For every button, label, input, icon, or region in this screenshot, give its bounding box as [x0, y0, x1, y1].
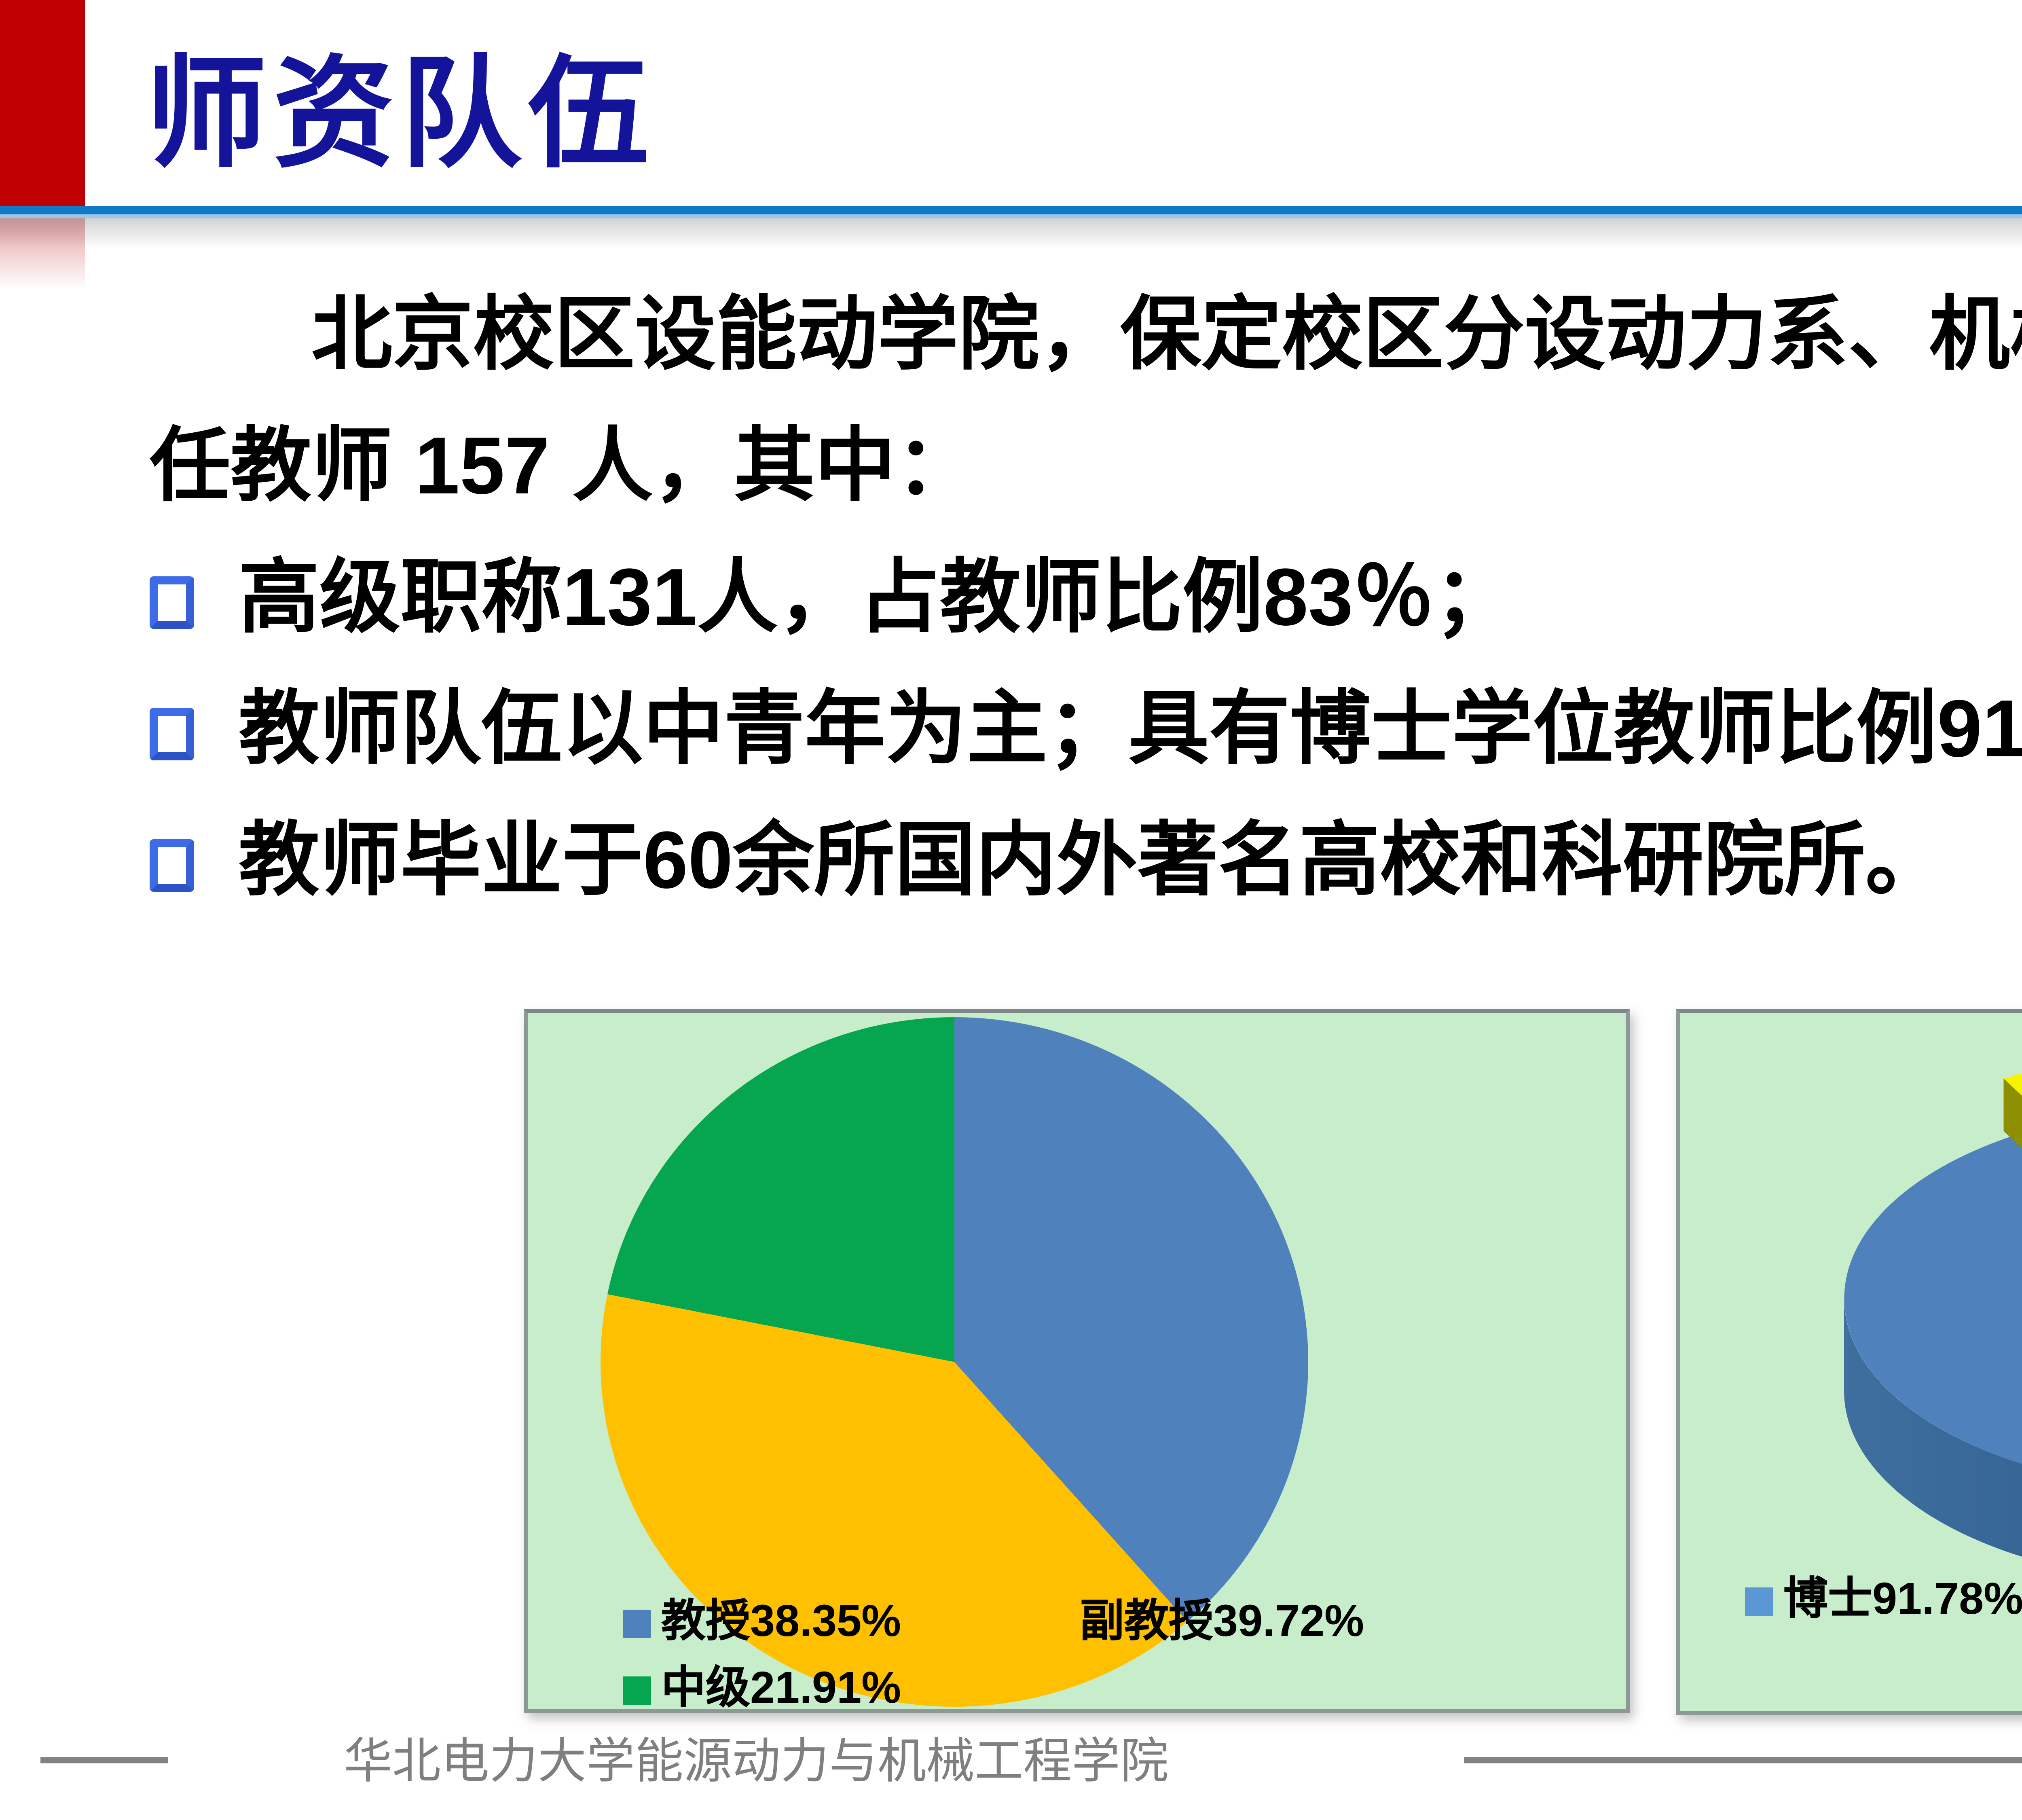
legend-item-intermediate: 中级21.91% — [623, 1652, 901, 1717]
legend-swatch-doctor — [1745, 1587, 1773, 1616]
header-divider-highlight — [0, 214, 2022, 218]
bullet-square-icon — [150, 708, 194, 760]
faculty-degree-pie-chart: 博士91.78% 硕士7.5% 其他0.68% — [1676, 1009, 2022, 1715]
footer-line-center — [1464, 1757, 2022, 1763]
legend-item-assoc-professor: 副教授39.72% — [1041, 1585, 1364, 1650]
bullet-item-graduated-from: 教师毕业于60余所国内外著名高校和科研院所。 — [150, 797, 2022, 928]
legend-item-professor: 教授38.35% — [623, 1585, 901, 1650]
footer-school-name: 华北电力大学能源动力与机械工程学院 — [344, 1735, 1169, 1790]
intro-paragraph: 北京校区设能动学院，保定校区分设动力系、机械系，其中北京校区共有专任教师 157… — [150, 291, 2022, 512]
bullet-text: 教师队伍以中青年为主；具有博士学位教师比例91％； — [239, 686, 2022, 775]
body-text-block: 北京校区设能动学院，保定校区分设动力系、机械系，其中北京校区共有专任教师 157… — [150, 271, 2022, 928]
bullet-item-phd-ratio: 教师队伍以中青年为主；具有博士学位教师比例91％； — [150, 665, 2022, 797]
header-divider-line — [0, 206, 2022, 214]
legend-swatch-assoc-professor — [1041, 1610, 1070, 1638]
bullet-square-icon — [150, 839, 194, 892]
legend-item-doctor: 博士91.78% — [1745, 1563, 2022, 1628]
legend-swatch-intermediate — [623, 1676, 651, 1705]
rank-pie — [601, 1017, 1308, 1707]
bullet-item-senior-titles: 高级职称131人，占教师比例83％； — [150, 534, 2022, 665]
header-shadow — [0, 217, 2022, 248]
bullet-text: 高级职称131人，占教师比例83％； — [239, 554, 1515, 643]
legend-swatch-professor — [623, 1610, 651, 1638]
bullet-square-icon — [150, 576, 194, 629]
page-title: 师资队伍 — [146, 47, 655, 182]
header-red-accent-bar — [0, 0, 85, 206]
bullet-text: 教师毕业于60余所国内外著名高校和科研院所。 — [239, 817, 1946, 906]
footer-line-left — [40, 1757, 168, 1763]
header-red-reflection — [0, 216, 85, 289]
faculty-rank-pie-chart: 教授38.35% 副教授39.72% 中级21.91% — [524, 1009, 1630, 1713]
degree-3d-pie — [1844, 1073, 2022, 1557]
